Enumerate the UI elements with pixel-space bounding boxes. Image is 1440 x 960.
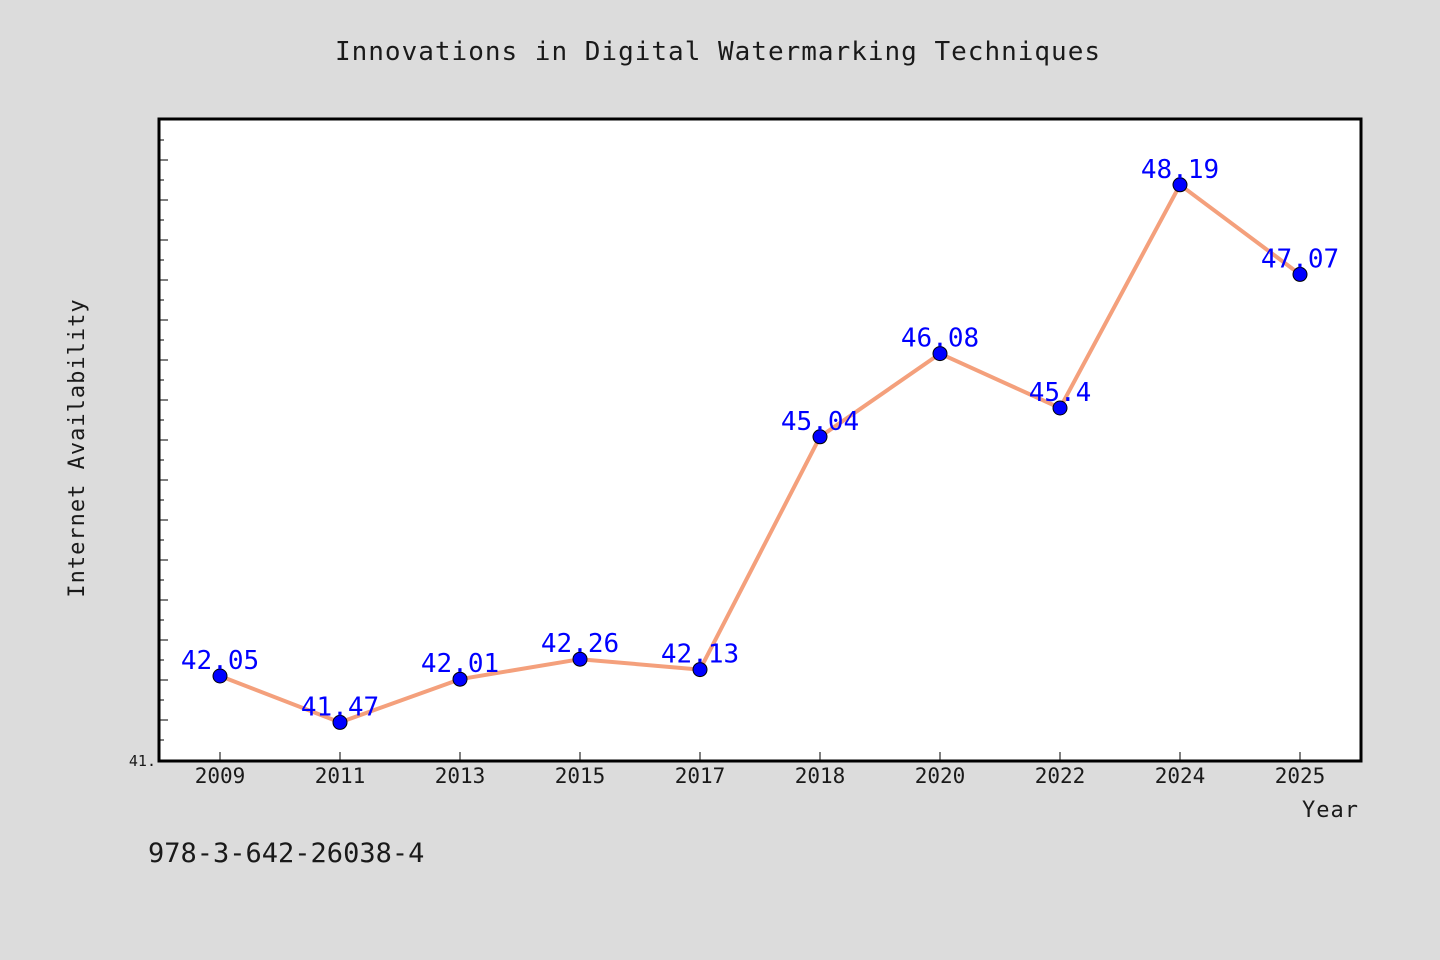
data-label: 46.08 [901, 324, 979, 354]
data-label: 42.05 [181, 646, 259, 676]
x-tick-label: 2024 [1155, 764, 1206, 788]
x-tick-label: 2018 [795, 764, 846, 788]
x-tick-label: 2025 [1275, 764, 1326, 788]
x-tick-label: 2022 [1035, 764, 1086, 788]
x-tick-label: 2013 [435, 764, 486, 788]
x-axis-title: Year [1302, 798, 1359, 823]
chart-title: Innovations in Digital Watermarking Tech… [335, 37, 1101, 67]
data-point [1292, 266, 1308, 282]
data-label: 42.13 [661, 640, 739, 670]
y-axis-title: Internet Availability [65, 298, 90, 597]
isbn-footer: 978-3-642-26038-4 [148, 838, 424, 869]
x-tick-label: 2017 [675, 764, 726, 788]
data-label: 45.4 [1029, 378, 1092, 408]
x-tick-label: 2009 [195, 764, 246, 788]
plot-area [157, 117, 1363, 763]
x-axis-ticks: 2009 2011 2013 2015 2017 2018 2020 2022 2024 2025 [195, 752, 1326, 788]
data-label: 45.04 [781, 407, 859, 437]
series-line [219, 182, 1302, 725]
data-label: 48.19 [1141, 155, 1219, 185]
data-point [812, 429, 828, 445]
data-point [932, 346, 948, 362]
data-label: 42.26 [541, 629, 619, 659]
y-axis-min-tick-label: 41. [129, 752, 156, 770]
data-label: 42.01 [421, 649, 499, 679]
y-axis-ticks [160, 139, 168, 741]
data-point [1052, 400, 1068, 416]
data-point [1172, 177, 1188, 193]
series-layer: 42.05 41.47 42.01 42.26 42.13 45.04 46.08 45.4 4… [181, 155, 1339, 730]
x-tick-label: 2020 [915, 764, 966, 788]
x-tick-label: 2015 [555, 764, 606, 788]
data-point [212, 668, 228, 684]
data-label: 41.47 [301, 692, 379, 722]
data-point [692, 662, 708, 678]
data-point [572, 651, 588, 667]
x-tick-label: 2011 [315, 764, 366, 788]
data-label: 47.07 [1261, 244, 1339, 274]
data-point [452, 671, 468, 687]
data-point [332, 714, 348, 730]
